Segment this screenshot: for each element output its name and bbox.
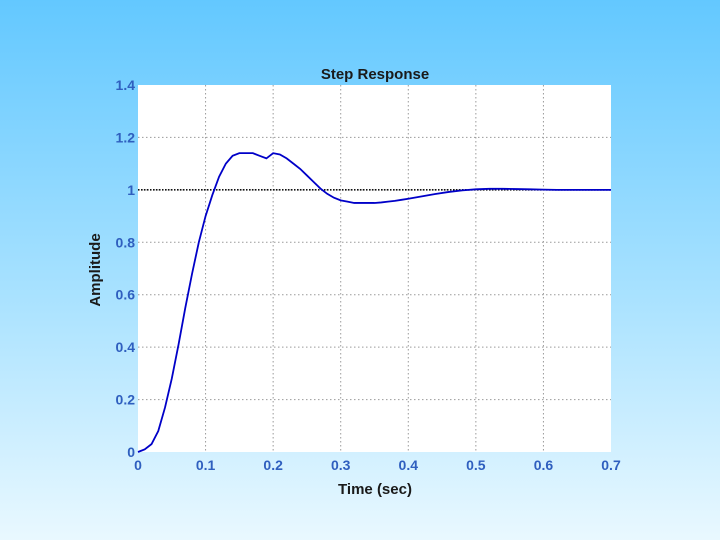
x-tick-label: 0.2	[263, 457, 283, 473]
y-tick-label: 1	[127, 182, 135, 198]
y-tick-label: 0.8	[116, 234, 136, 250]
chart-title: Step Response	[321, 66, 429, 83]
grid-lines	[138, 85, 611, 452]
y-tick-label: 0	[127, 444, 135, 460]
x-tick-label: 0.7	[601, 457, 621, 473]
plot-area	[138, 85, 611, 452]
y-tick-label: 0.4	[116, 339, 136, 355]
x-tick-labels: 0 0.1 0.2 0.3 0.4 0.5 0.6 0.7	[134, 457, 621, 473]
y-tick-label: 1.4	[116, 77, 136, 93]
x-tick-label: 0.5	[466, 457, 486, 473]
y-tick-label: 1.2	[116, 129, 136, 145]
y-tick-label: 0.2	[116, 392, 136, 408]
x-tick-label: 0.1	[196, 457, 216, 473]
y-tick-label: 0.6	[116, 287, 136, 303]
y-axis-label: Amplitude	[87, 233, 104, 306]
x-axis-label: Time (sec)	[338, 481, 412, 498]
x-tick-label: 0.3	[331, 457, 351, 473]
y-tick-labels: 0 0.2 0.4 0.6 0.8 1 1.2 1.4	[116, 77, 136, 460]
x-tick-label: 0.6	[534, 457, 554, 473]
x-tick-label: 0	[134, 457, 142, 473]
step-response-curve	[137, 152, 611, 453]
x-tick-label: 0.4	[399, 457, 419, 473]
